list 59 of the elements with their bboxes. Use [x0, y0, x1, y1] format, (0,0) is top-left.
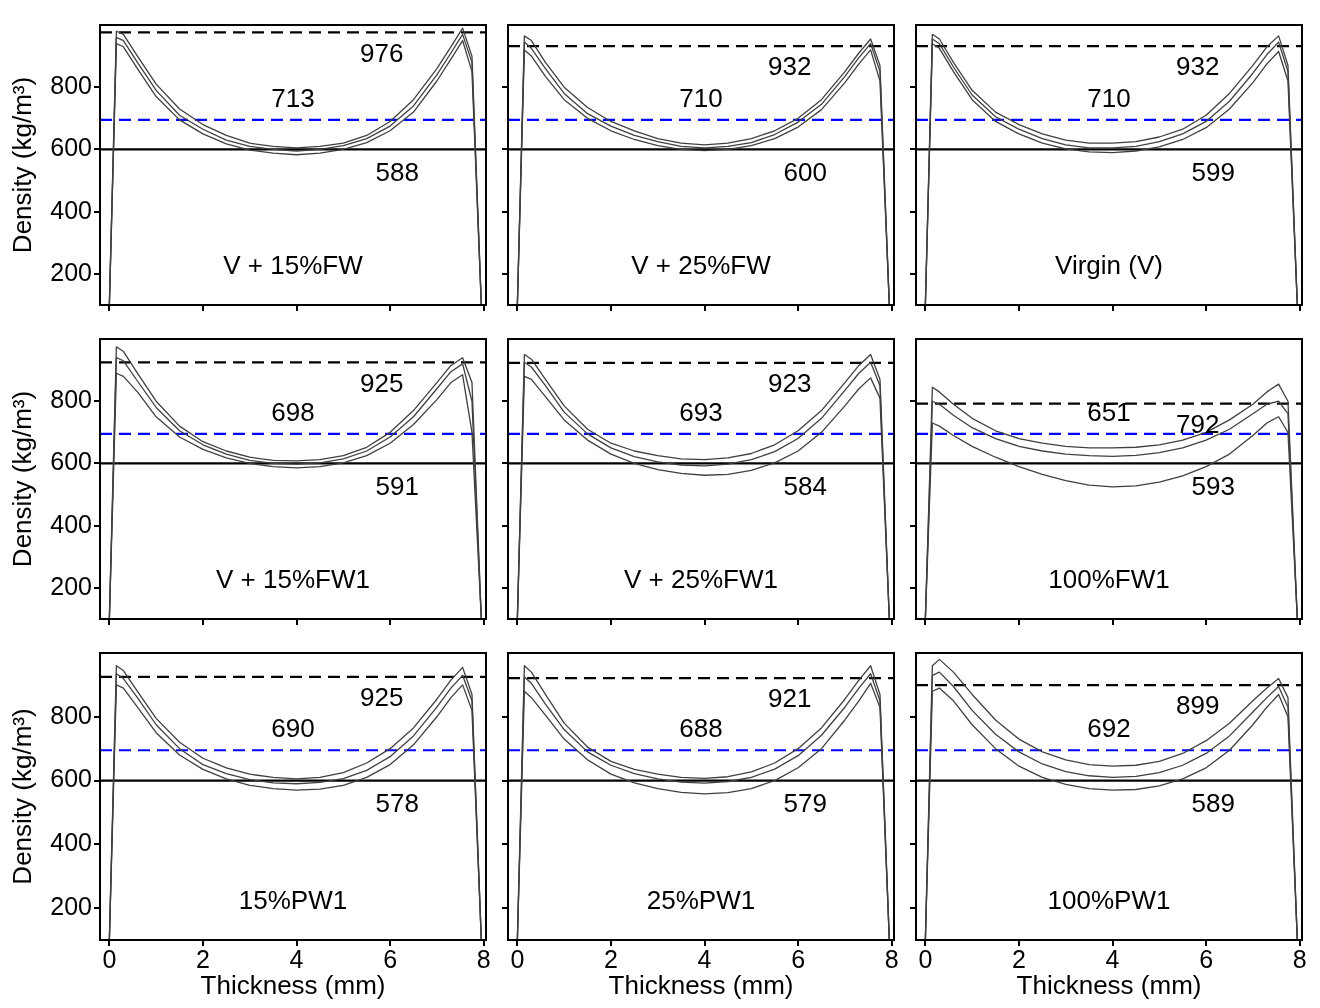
- text: 100%FW1: [1048, 564, 1170, 595]
- y-axis-title: Density (kg/m³): [6, 76, 37, 254]
- text: V + 15%FW: [223, 250, 364, 281]
- text: V + 25%FW: [631, 250, 772, 281]
- annotation: 593: [1191, 470, 1235, 501]
- annotation: 589: [1191, 787, 1235, 818]
- annotation: 713: [271, 83, 315, 114]
- annotation: 925: [360, 682, 404, 713]
- x-tick-label: 6: [383, 944, 398, 973]
- y-tick-label: 200: [50, 257, 92, 286]
- annotation: 698: [271, 397, 315, 428]
- text: 100%PW1: [1047, 885, 1171, 916]
- x-tick-label: 8: [1292, 944, 1307, 973]
- annotation: 899: [1176, 690, 1220, 721]
- y-axis-title: Density (kg/m³): [6, 708, 37, 885]
- annotation: 578: [375, 787, 419, 818]
- annotation: 588: [375, 156, 419, 187]
- text: 15%PW1: [238, 885, 348, 916]
- y-tick-label: 400: [50, 509, 92, 538]
- y-tick-label: 800: [50, 700, 92, 729]
- annotation: 688: [679, 713, 723, 744]
- annotation: 792: [1176, 408, 1220, 439]
- y-tick-label: 600: [50, 133, 92, 162]
- annotation: 693: [679, 397, 723, 428]
- text: V + 15%FW1: [216, 564, 370, 595]
- y-axis-title: Density (kg/m³): [6, 390, 37, 568]
- annotation: 976: [360, 37, 404, 68]
- y-tick-label: 200: [50, 892, 92, 920]
- x-tick-label: 0: [918, 944, 933, 973]
- annotation: 600: [783, 156, 827, 187]
- annotation: 925: [360, 367, 404, 398]
- annotation: 591: [375, 470, 419, 501]
- annotation: 710: [679, 83, 723, 114]
- annotation: 599: [1191, 156, 1235, 187]
- y-tick-label: 400: [50, 828, 92, 857]
- annotation: 579: [783, 787, 827, 818]
- y-tick-label: 600: [50, 447, 92, 476]
- x-tick-label: 6: [1199, 944, 1214, 973]
- y-tick-label: 400: [50, 195, 92, 224]
- annotation: 932: [768, 51, 812, 82]
- annotation: 690: [271, 713, 315, 744]
- annotation: 923: [768, 368, 812, 399]
- text: V + 25%FW1: [624, 564, 778, 595]
- x-tick-label: 6: [791, 944, 806, 973]
- annotation: 584: [783, 470, 827, 501]
- text: 25%PW1: [646, 885, 756, 916]
- y-tick-label: 800: [50, 71, 92, 100]
- x-tick-label: 8: [476, 944, 491, 973]
- x-tick-label: 0: [510, 944, 525, 973]
- annotation: 921: [768, 683, 812, 714]
- x-tick-label: 0: [102, 944, 117, 973]
- y-tick-label: 600: [50, 764, 92, 793]
- annotation: 932: [1176, 51, 1220, 82]
- annotation: 692: [1087, 713, 1131, 744]
- y-tick-label: 200: [50, 571, 92, 600]
- text: Virgin (V): [1055, 250, 1163, 281]
- x-tick-label: 8: [884, 944, 899, 973]
- annotation: 710: [1087, 83, 1131, 114]
- y-tick-label: 800: [50, 385, 92, 414]
